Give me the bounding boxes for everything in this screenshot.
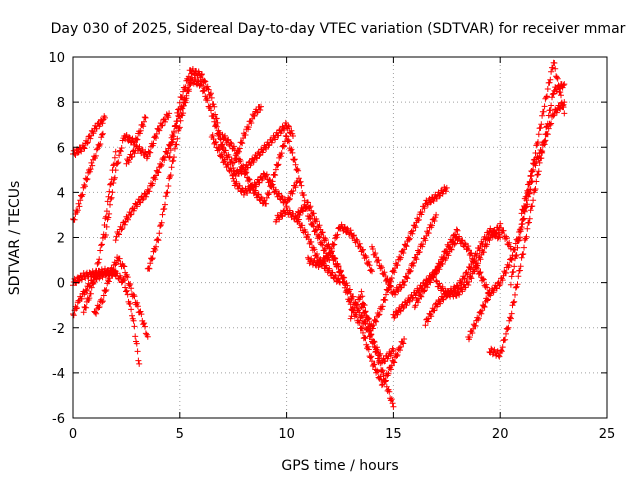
data-track <box>358 184 450 332</box>
x-tick-label: 15 <box>385 427 402 442</box>
data-point-markers <box>507 59 568 288</box>
data-point-markers <box>518 99 568 217</box>
data-track <box>166 66 226 161</box>
y-tick-label: 4 <box>57 186 65 201</box>
data-points <box>70 59 568 410</box>
x-axis-label: GPS time / hours <box>281 458 398 474</box>
y-tick-label: 0 <box>57 277 65 292</box>
data-point-markers <box>80 148 119 316</box>
y-axis-ticks: -6 -4 -2 0 2 4 6 8 10 <box>48 51 607 427</box>
data-track <box>102 114 149 240</box>
y-tick-label: 6 <box>57 141 65 156</box>
data-track <box>518 99 568 217</box>
y-axis-label: SDTVAR / TECUs <box>7 181 23 296</box>
x-tick-label: 0 <box>69 427 77 442</box>
data-point-markers <box>208 119 296 179</box>
data-track <box>123 110 173 167</box>
y-tick-label: 8 <box>57 96 65 111</box>
data-track <box>369 211 440 298</box>
y-tick-label: -6 <box>52 412 65 427</box>
data-point-markers <box>166 66 226 161</box>
x-tick-label: 5 <box>176 427 184 442</box>
data-track <box>507 59 568 288</box>
data-track <box>80 148 119 316</box>
data-track <box>230 170 301 210</box>
x-axis-ticks: 0 5 10 15 20 25 <box>69 57 615 442</box>
data-point-markers <box>369 211 440 298</box>
data-point-markers <box>102 114 149 240</box>
data-point-markers <box>358 184 450 332</box>
chart-title: Day 030 of 2025, Sidereal Day-to-day VTE… <box>51 21 626 37</box>
y-tick-label: -2 <box>52 322 65 337</box>
data-track <box>433 220 514 300</box>
data-point-markers <box>187 74 264 171</box>
data-track <box>91 254 151 340</box>
data-point-markers <box>144 76 194 272</box>
x-tick-label: 25 <box>599 427 616 442</box>
data-point-markers <box>123 110 173 167</box>
y-tick-label: -4 <box>52 367 65 382</box>
data-track <box>208 119 296 179</box>
data-point-markers <box>230 170 301 210</box>
x-tick-label: 20 <box>492 427 509 442</box>
data-point-markers <box>91 254 151 340</box>
x-tick-label: 10 <box>278 427 295 442</box>
y-tick-label: 10 <box>48 51 65 66</box>
data-track <box>144 76 194 272</box>
y-tick-label: 2 <box>57 232 65 247</box>
data-track <box>187 74 264 171</box>
data-point-markers <box>433 220 514 300</box>
